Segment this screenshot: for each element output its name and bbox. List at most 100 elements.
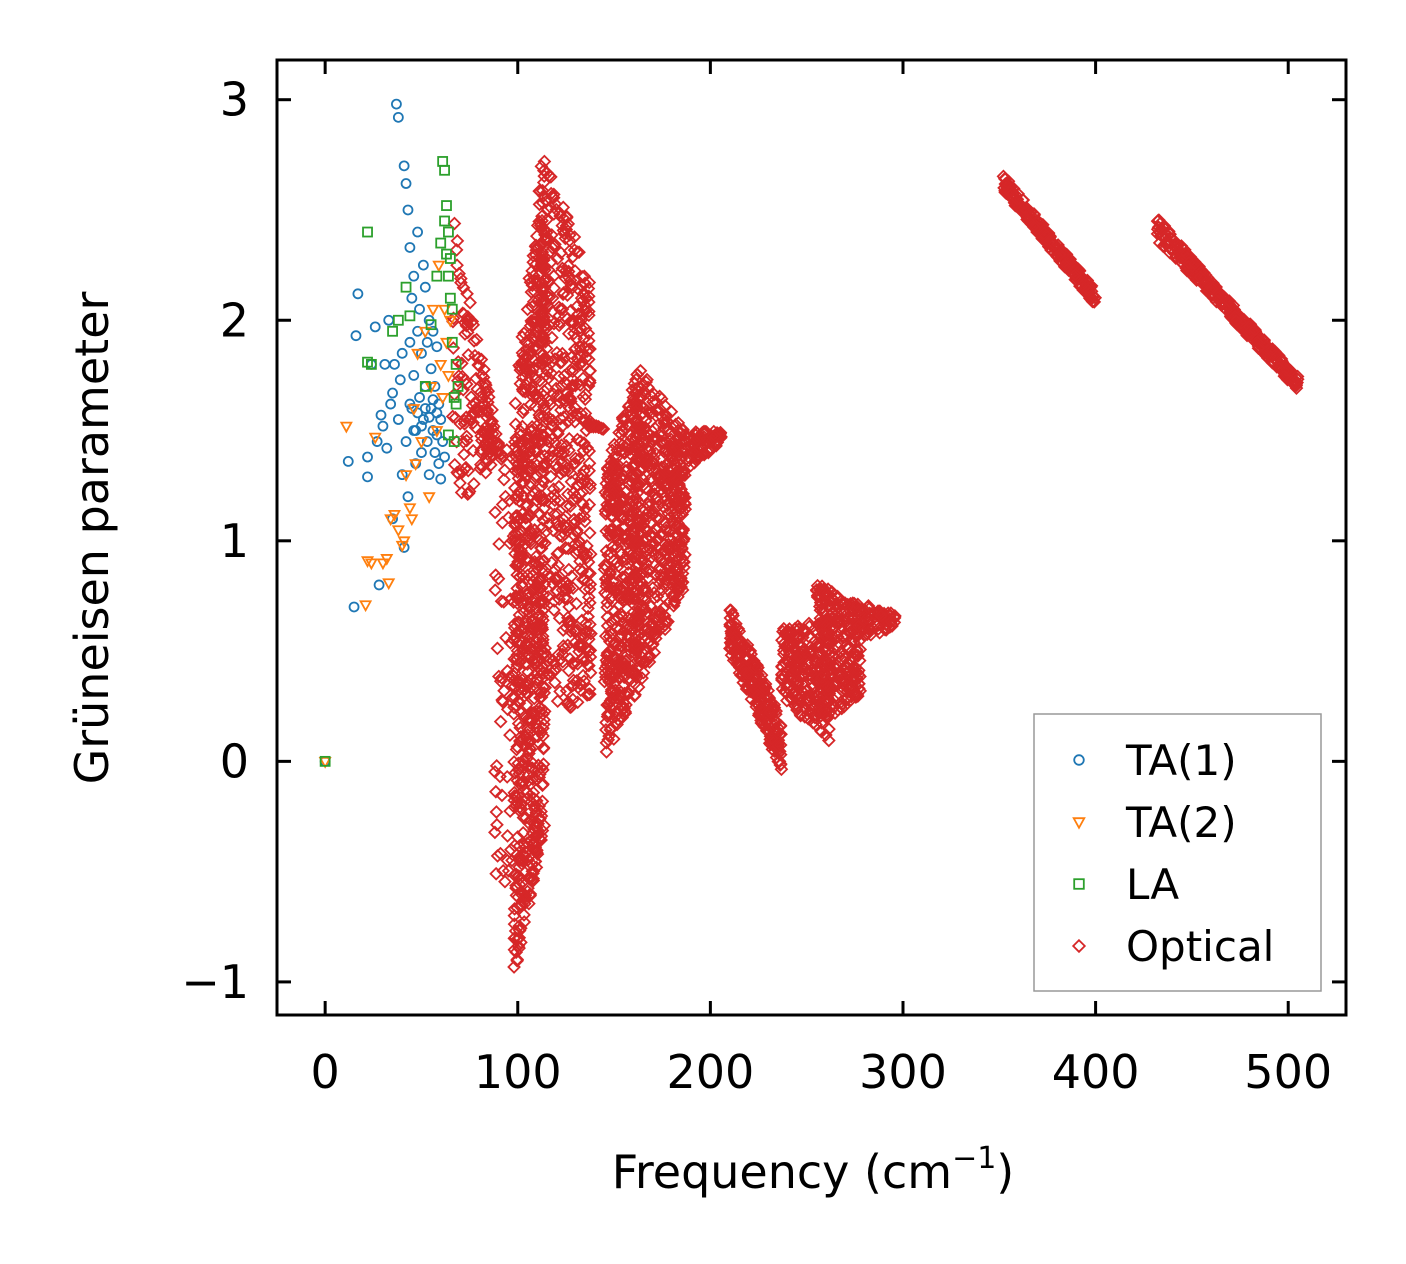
- optical-point: [580, 538, 594, 553]
- ta1-point: [412, 226, 424, 238]
- optical-point: [509, 674, 524, 689]
- optical-point: [549, 515, 564, 530]
- optical-point: [609, 620, 623, 635]
- optical-point: [516, 474, 530, 489]
- optical-point: [803, 644, 818, 658]
- optical-point: [555, 647, 570, 662]
- optical-point: [489, 866, 504, 881]
- optical-point: [628, 490, 643, 505]
- optical-point: [627, 618, 641, 633]
- optical-point: [560, 638, 575, 653]
- optical-point: [558, 582, 573, 597]
- optical-point: [626, 605, 641, 619]
- optical-point: [799, 624, 814, 639]
- optical-point: [532, 197, 547, 212]
- optical-point: [632, 614, 646, 629]
- optical-point: [510, 740, 525, 754]
- optical-point: [804, 663, 818, 677]
- optical-point: [600, 595, 615, 610]
- optical-point: [583, 375, 597, 390]
- optical-point: [556, 578, 570, 593]
- plot-frame: [275, 58, 1348, 1017]
- optical-point: [514, 551, 529, 565]
- optical-point: [554, 438, 569, 453]
- optical-point: [534, 809, 549, 823]
- optical-point: [630, 654, 645, 668]
- optical-point: [605, 540, 620, 554]
- optical-point: [662, 463, 677, 478]
- ta2-point: [399, 470, 413, 482]
- optical-point: [575, 497, 590, 512]
- optical-point: [629, 638, 644, 653]
- optical-point: [659, 443, 673, 458]
- optical-point: [563, 273, 578, 288]
- optical-point: [552, 206, 567, 220]
- optical-point: [447, 216, 462, 231]
- optical-point: [1011, 199, 1026, 214]
- optical-point: [512, 853, 527, 867]
- optical-point: [541, 202, 555, 217]
- optical-point: [739, 666, 754, 680]
- optical-point: [598, 629, 613, 644]
- optical-point: [531, 389, 546, 404]
- ta1-point: [362, 471, 373, 483]
- optical-point: [884, 614, 899, 629]
- optical-point: [675, 551, 690, 566]
- optical-point: [520, 657, 535, 672]
- optical-point: [537, 263, 552, 277]
- optical-point: [599, 722, 613, 737]
- ta2-point: [405, 514, 419, 527]
- optical-point: [582, 456, 597, 471]
- optical-point: [566, 678, 580, 692]
- optical-point: [488, 505, 503, 520]
- optical-point: [563, 314, 578, 329]
- optical-point: [448, 410, 463, 425]
- optical-point: [617, 702, 631, 716]
- optical-point: [617, 696, 631, 710]
- optical-point: [574, 471, 589, 486]
- optical-point: [609, 655, 623, 670]
- optical-point: [821, 657, 836, 672]
- series-la: [319, 156, 464, 767]
- optical-point: [510, 953, 525, 968]
- ta1-point: [381, 442, 393, 454]
- optical-point: [537, 493, 552, 508]
- optical-point: [510, 830, 525, 844]
- optical-point: [492, 537, 506, 551]
- optical-point: [491, 669, 506, 684]
- optical-point: [535, 356, 550, 371]
- optical-point: [580, 688, 595, 702]
- optical-point: [535, 622, 550, 637]
- optical-point: [545, 330, 559, 345]
- optical-point: [525, 654, 540, 669]
- la-point: [392, 314, 404, 326]
- optical-point: [1003, 185, 1018, 200]
- la-point: [450, 398, 462, 410]
- ta1-point: [408, 425, 420, 436]
- optical-point: [523, 476, 538, 490]
- optical-point: [582, 463, 597, 478]
- optical-point: [851, 619, 866, 634]
- optical-point: [611, 670, 626, 685]
- ta1-point: [342, 456, 354, 467]
- optical-point: [495, 693, 510, 707]
- optical-point: [797, 710, 812, 724]
- optical-point: [546, 482, 561, 496]
- la-point: [439, 215, 450, 227]
- la-point: [448, 392, 460, 403]
- optical-point: [574, 406, 589, 421]
- optical-point: [658, 457, 673, 472]
- ta2-point: [384, 514, 398, 527]
- optical-point: [455, 465, 470, 480]
- optical-point: [613, 501, 628, 516]
- optical-point: [683, 458, 698, 473]
- optical-point: [818, 728, 833, 742]
- la-point: [437, 156, 449, 167]
- optical-point: [648, 421, 663, 436]
- optical-point: [564, 569, 579, 584]
- optical-point: [527, 268, 541, 283]
- optical-point: [689, 445, 704, 459]
- optical-point: [511, 756, 526, 771]
- x-axis-label: Frequency (cm−1): [612, 1141, 1015, 1199]
- optical-point: [1248, 323, 1262, 337]
